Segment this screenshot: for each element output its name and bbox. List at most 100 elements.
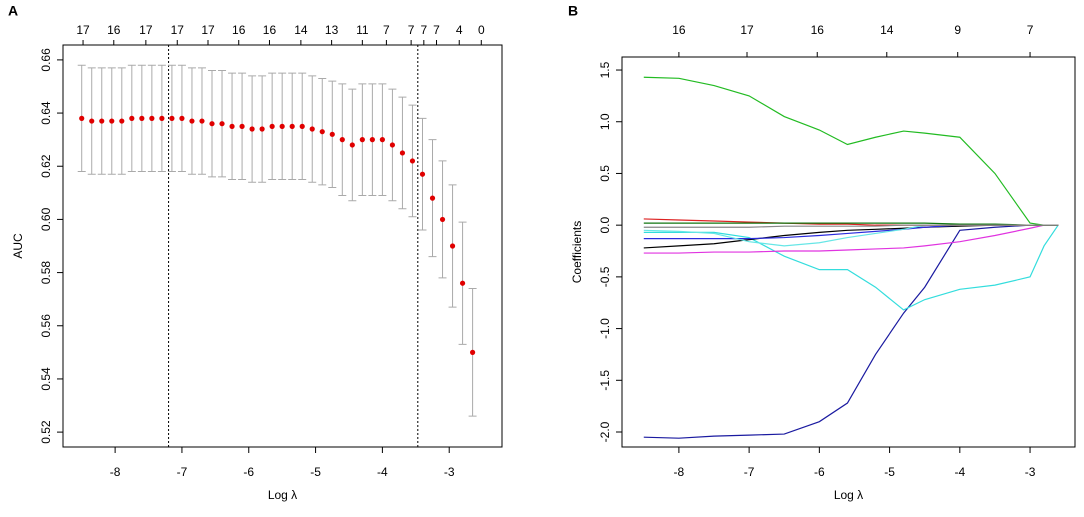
top-tick-label: 0 [478, 23, 485, 37]
point [89, 118, 95, 124]
point [349, 142, 355, 148]
x-tick-label: -7 [744, 465, 755, 479]
point [379, 137, 385, 143]
point [419, 171, 426, 177]
point [329, 131, 335, 137]
top-tick-label: 16 [263, 23, 277, 37]
coefficient-path [643, 224, 1059, 311]
x-tick-label: -3 [444, 465, 455, 479]
y-tick-label: -0.5 [598, 266, 612, 287]
point [249, 126, 255, 132]
x-tick-label: -8 [674, 465, 685, 479]
y-tick-label: 0.5 [598, 165, 612, 182]
point [169, 115, 175, 121]
point [459, 280, 466, 286]
point [259, 126, 265, 132]
top-tick-label: 17 [740, 23, 754, 37]
x-tick-label: -8 [110, 465, 121, 479]
top-tick-label: 16 [672, 23, 686, 37]
point [149, 115, 155, 121]
plot-frame [621, 56, 1076, 448]
top-tick-label: 13 [325, 23, 339, 37]
point [139, 115, 145, 121]
top-tick-label: 4 [456, 23, 463, 37]
point [239, 123, 245, 129]
top-tick-label: 9 [954, 23, 961, 37]
top-tick-label: 11 [356, 23, 369, 37]
point [209, 121, 215, 127]
x-tick-label: -4 [954, 465, 965, 479]
x-tick-label: -3 [1025, 465, 1036, 479]
point [409, 158, 416, 164]
point [229, 123, 235, 129]
point [269, 123, 275, 129]
x-tick-label: -4 [377, 465, 388, 479]
plot-frame [62, 44, 503, 448]
x-tick-label: -6 [243, 465, 254, 479]
y-axis-label: Coefficients [570, 221, 584, 283]
panel-label: B [568, 3, 578, 19]
top-tick-label: 7 [1027, 23, 1034, 37]
point [129, 115, 135, 121]
y-axis-label: AUC [11, 233, 25, 259]
point [449, 243, 456, 249]
point [319, 129, 325, 135]
y-tick-label: 0.64 [39, 101, 53, 125]
point [439, 216, 446, 223]
x-tick-label: -7 [177, 465, 188, 479]
point [219, 121, 225, 127]
top-tick-label: 7 [408, 23, 415, 37]
top-tick-label: 16 [232, 23, 246, 37]
point [469, 349, 476, 355]
point [399, 150, 406, 156]
y-tick-label: 0.62 [39, 154, 53, 178]
y-tick-label: 0.54 [39, 367, 53, 391]
y-tick-label: -1.5 [598, 370, 612, 391]
point [179, 115, 185, 121]
x-tick-label: -6 [814, 465, 825, 479]
x-tick-label: -5 [884, 465, 895, 479]
top-tick-label: 7 [383, 23, 390, 37]
point [199, 118, 205, 124]
y-tick-label: 0.56 [39, 314, 53, 338]
point [79, 115, 85, 121]
panel-label: A [8, 3, 18, 19]
point [299, 123, 305, 129]
point [309, 126, 315, 132]
top-tick-label: 7 [420, 23, 427, 37]
coefficient-path [643, 224, 1059, 254]
y-tick-label: 1.0 [598, 113, 612, 130]
point [279, 123, 285, 129]
point [109, 118, 115, 124]
point [339, 137, 345, 143]
y-tick-label: -2.0 [598, 421, 612, 442]
top-tick-label: 17 [201, 23, 215, 37]
point [289, 123, 295, 129]
point [389, 142, 396, 148]
point [99, 118, 105, 124]
top-tick-label: 17 [171, 23, 185, 37]
y-tick-label: -1.0 [598, 318, 612, 339]
x-axis-label: Log λ [268, 488, 297, 502]
coefficient-path [643, 76, 1059, 226]
y-tick-label: 0.0 [598, 216, 612, 233]
y-tick-label: 0.58 [39, 261, 53, 285]
point [189, 118, 195, 124]
point [119, 118, 125, 124]
top-tick-label: 16 [811, 23, 825, 37]
top-tick-label: 16 [107, 23, 121, 37]
y-tick-label: 1.5 [598, 61, 612, 78]
top-tick-label: 14 [294, 23, 308, 37]
coefficient-path [643, 224, 1059, 439]
point [429, 195, 436, 201]
top-tick-label: 14 [880, 23, 894, 37]
point [159, 115, 165, 121]
point [369, 137, 375, 143]
top-tick-label: 17 [139, 23, 153, 37]
x-axis-label: Log λ [834, 488, 863, 502]
coefficient-path [643, 224, 1059, 228]
top-tick-label: 7 [433, 23, 440, 37]
y-tick-label: 0.60 [39, 207, 53, 231]
top-tick-label: 17 [76, 23, 90, 37]
